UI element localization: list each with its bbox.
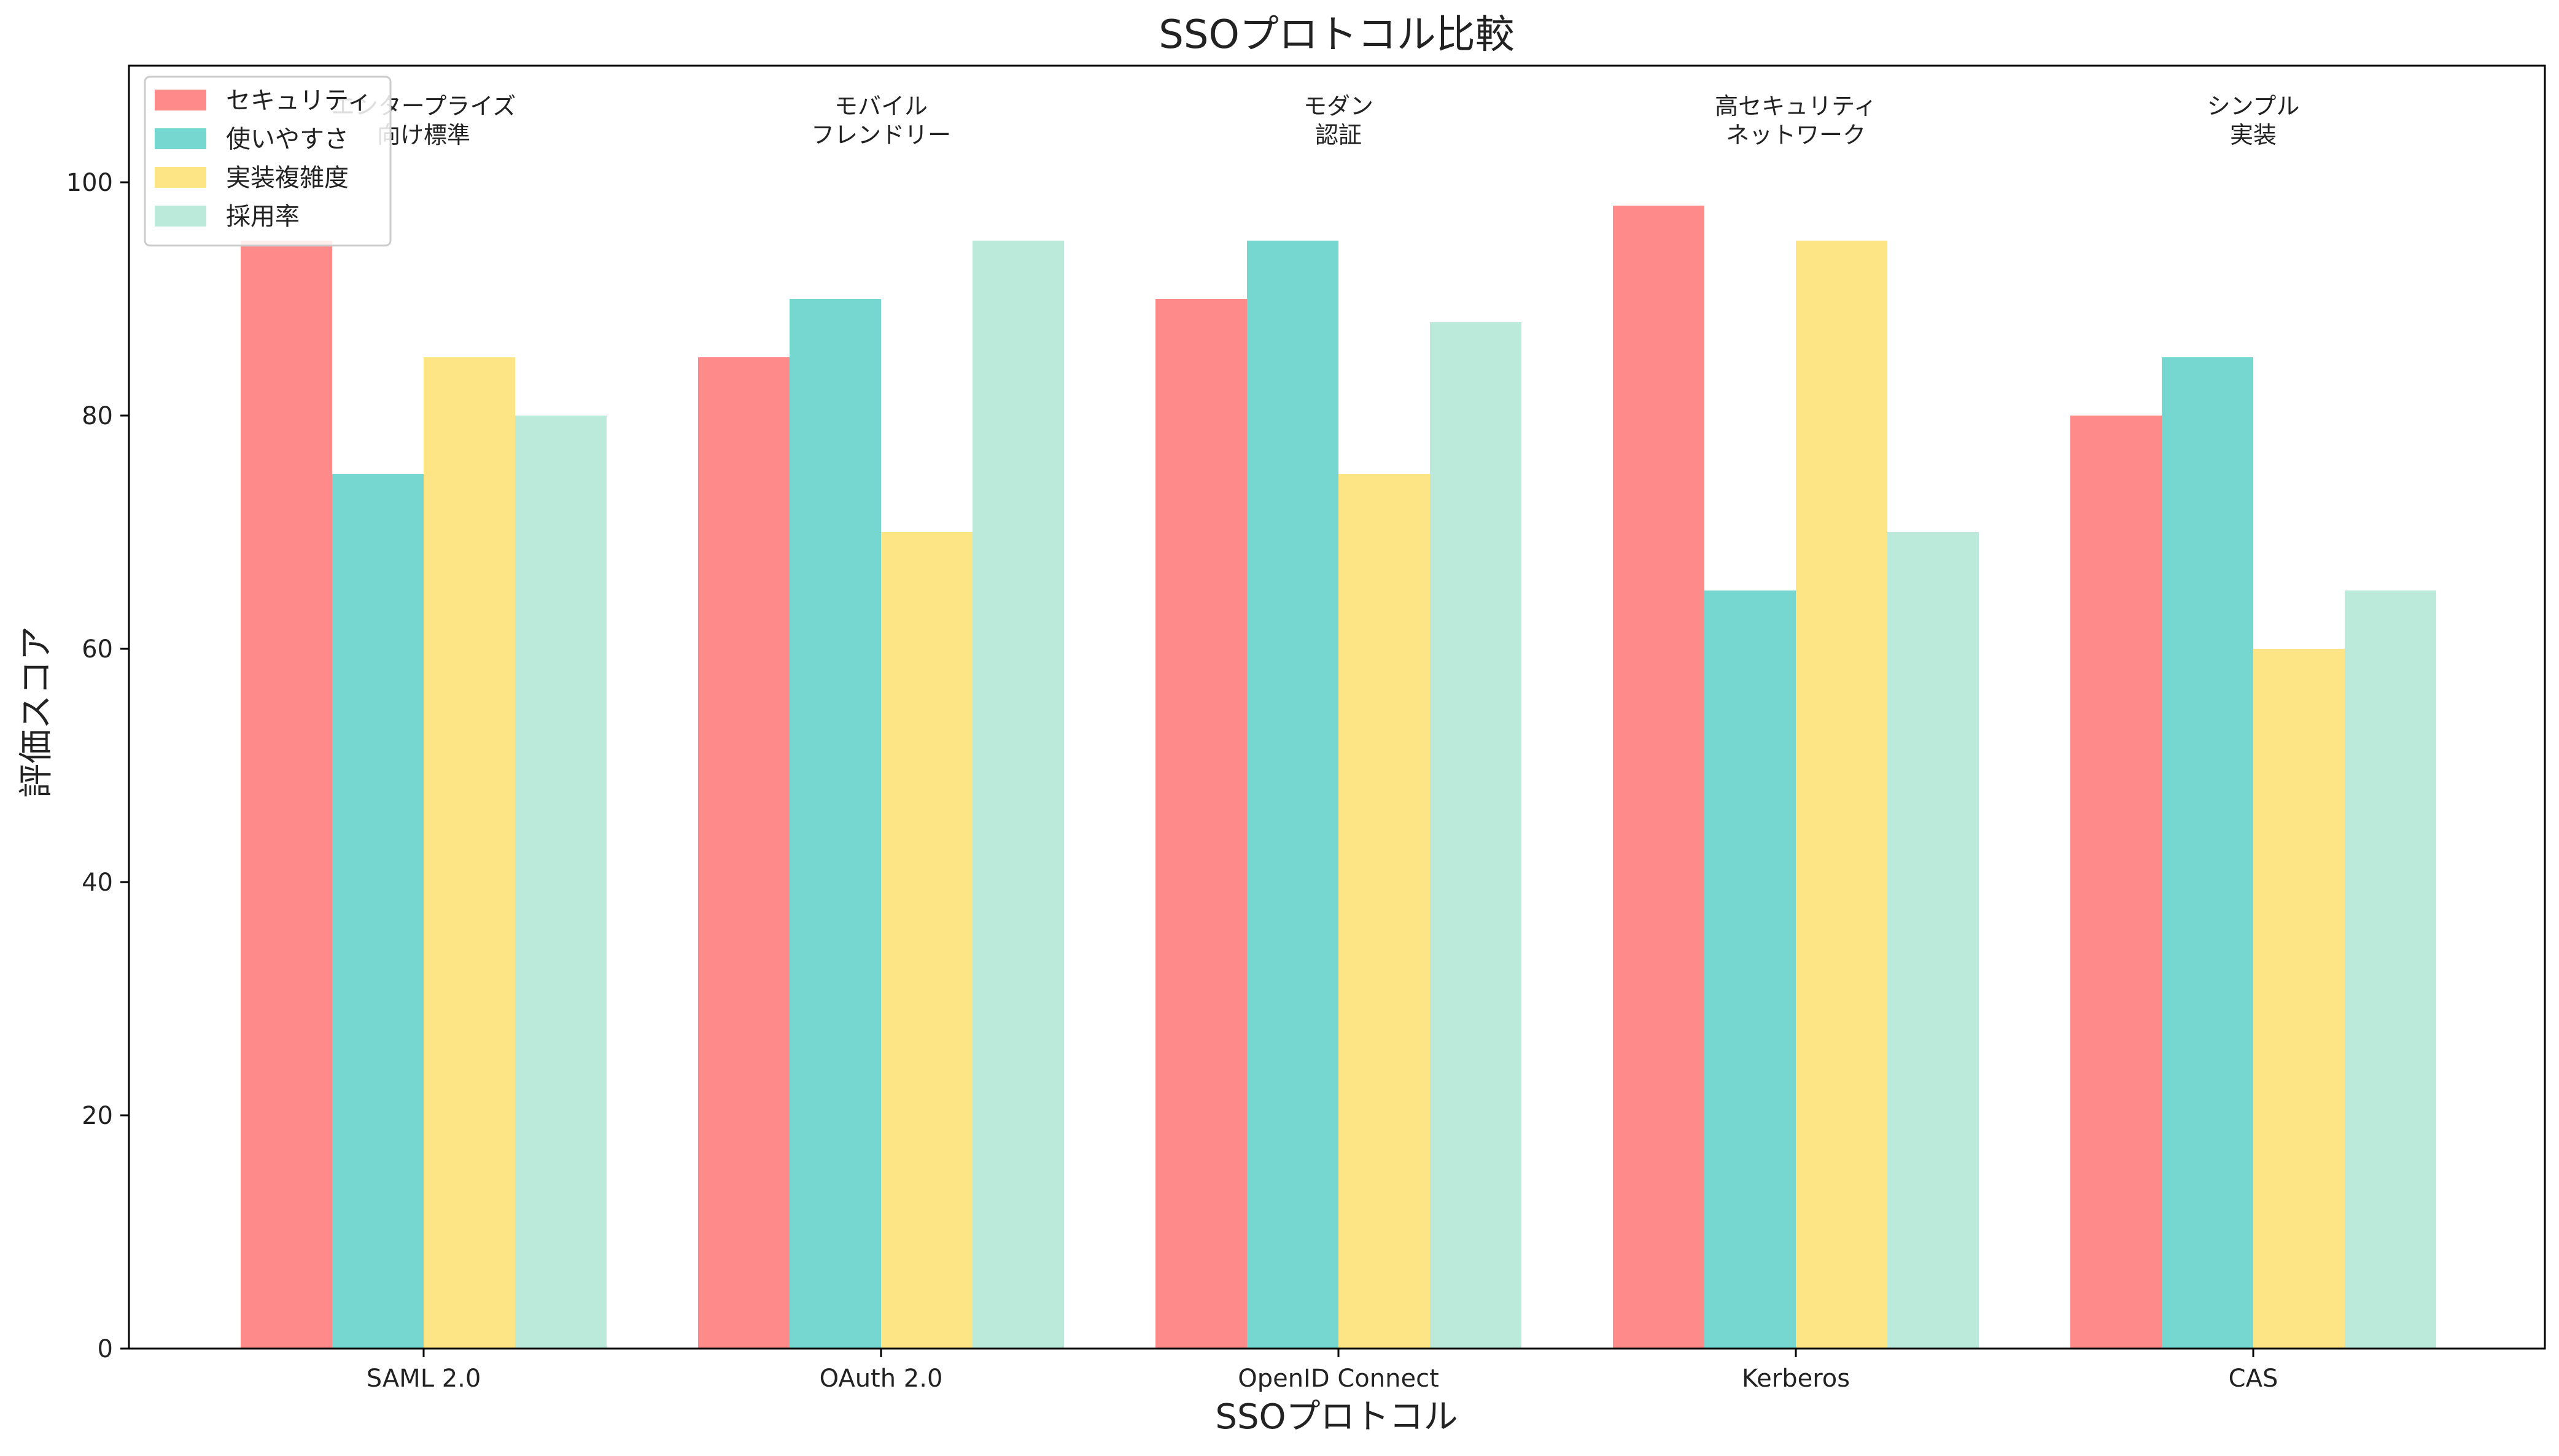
bar (424, 357, 515, 1349)
legend-swatch (155, 206, 206, 227)
legend-swatch (155, 90, 206, 110)
annotation-line: モバイル (834, 93, 928, 120)
bar (332, 474, 424, 1349)
annotation-label: モダン認証 (1303, 93, 1373, 149)
bar (973, 241, 1064, 1349)
bar (2162, 357, 2253, 1349)
bar (698, 357, 790, 1349)
annotation-label: モバイルフレンドリー (811, 93, 951, 149)
legend-swatch (155, 128, 206, 149)
bar (1796, 241, 1887, 1349)
bar (2070, 416, 2162, 1349)
bar (1247, 241, 1338, 1349)
y-axis-label: 評価スコア (17, 626, 56, 798)
annotation-line: 実装 (2230, 122, 2277, 149)
bar (1887, 532, 1979, 1349)
annotation-line: 向け標準 (377, 122, 470, 149)
x-axis-label: SSOプロトコル (1215, 1397, 1458, 1437)
annotation-label: シンプル実装 (2207, 93, 2300, 149)
plot-frame (128, 64, 2546, 1350)
annotations: エンタープライズ向け標準モバイルフレンドリーモダン認証高セキュリティネットワーク… (332, 93, 2300, 149)
annotation-line: モダン (1303, 93, 1373, 120)
bar (515, 416, 607, 1349)
bar (790, 299, 881, 1349)
bar (1704, 591, 1796, 1349)
axes: 0 20 40 60 80 100 SAML 2.0 OAuth 2.0 OpenID Conn… (66, 64, 2546, 1393)
legend-label: 採用率 (226, 203, 300, 231)
chart-title: SSOプロトコル比較 (1159, 12, 1515, 58)
y-tick-label: 0 (98, 1335, 113, 1363)
bar (1338, 474, 1430, 1349)
annotation-label: 高セキュリティネットワーク (1715, 93, 1877, 149)
annotation-line: 高セキュリティ (1715, 93, 1877, 120)
legend-label: 実装複雑度 (226, 164, 349, 192)
bar (2345, 591, 2436, 1349)
bar (241, 241, 332, 1349)
bar (2253, 649, 2345, 1349)
x-tick-label: CAS (2229, 1365, 2278, 1393)
y-tick-label: 100 (66, 169, 113, 197)
annotation-line: ネットワーク (1726, 122, 1866, 149)
y-tick-label: 40 (82, 869, 113, 897)
legend-box (144, 76, 392, 247)
bar (1155, 299, 1247, 1349)
y-tick-label: 60 (82, 635, 113, 664)
legend-label: 使いやすさ (226, 125, 349, 153)
annotation-line: 認証 (1315, 122, 1362, 149)
legend-label: セキュリティ (226, 87, 372, 115)
y-tick-label: 80 (82, 402, 113, 430)
x-tick-label: SAML 2.0 (367, 1365, 481, 1393)
y-tick-label: 20 (82, 1102, 113, 1130)
bar (1613, 206, 1704, 1349)
x-tick-label: Kerberos (1742, 1365, 1850, 1393)
annotation-line: フレンドリー (811, 122, 951, 149)
annotation-line: シンプル (2207, 93, 2300, 120)
x-tick-label: OpenID Connect (1238, 1365, 1439, 1393)
x-tick-label: OAuth 2.0 (820, 1365, 943, 1393)
bar (881, 532, 973, 1349)
bar (1430, 322, 1521, 1349)
legend-swatch (155, 167, 206, 188)
bars (241, 206, 2436, 1349)
